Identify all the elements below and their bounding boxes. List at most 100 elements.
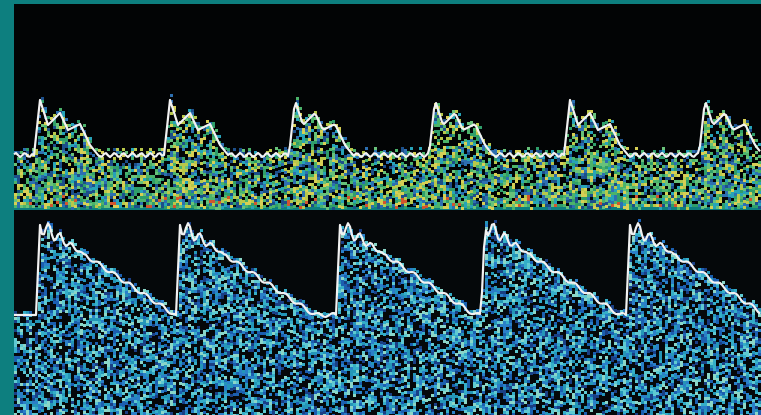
speckle-cell [59,204,62,207]
speckle-cell [137,374,140,377]
speckle-cell [158,348,161,351]
speckle-cell [323,139,326,142]
speckle-cell [131,364,134,367]
speckle-cell [248,172,251,175]
speckle-cell [74,378,77,381]
speckle-cell [41,187,44,190]
speckle-cell [44,314,47,317]
speckle-cell [314,349,317,352]
speckle-cell [206,251,209,254]
speckle-cell [308,308,311,311]
speckle-cell [47,311,50,314]
speckle-cell [110,409,113,412]
speckle-cell [224,340,227,343]
speckle-cell [122,383,125,386]
speckle-cell [248,316,251,319]
speckle-cell [188,300,191,303]
speckle-cell [278,366,281,369]
speckle-cell [23,190,26,193]
speckle-cell [299,350,302,353]
speckle-cell [107,406,110,409]
speckle-cell [272,166,275,169]
speckle-cell [41,286,44,289]
speckle-cell [113,328,116,331]
speckle-cell [62,183,65,186]
speckle-cell [68,367,71,370]
speckle-cell [47,257,50,260]
speckle-cell [98,291,101,294]
speckle-cell [158,384,161,387]
speckle-cell [221,380,224,383]
speckle-cell [206,281,209,284]
speckle-cell [95,202,98,205]
speckle-cell [26,344,29,347]
speckle-cell [23,157,26,160]
speckle-cell [53,186,56,189]
speckle-cell [188,240,191,243]
speckle-cell [155,178,158,181]
speckle-cell [242,310,245,313]
speckle-cell [155,305,158,308]
speckle-cell [251,307,254,310]
speckle-cell [296,97,299,100]
speckle-cell [314,409,317,412]
speckle-cell [281,190,284,193]
speckle-cell [173,331,176,334]
speckle-cell [44,362,47,365]
speckle-cell [248,205,251,208]
speckle-cell [188,306,191,309]
speckle-cell [23,323,26,326]
speckle-cell [209,140,212,143]
speckle-cell [47,248,50,251]
speckle-cell [221,398,224,401]
speckle-cell [242,188,245,191]
speckle-cell [161,336,164,339]
speckle-cell [89,203,92,206]
speckle-cell [104,316,107,319]
speckle-cell [110,394,113,397]
speckle-cell [44,257,47,260]
speckle-cell [233,393,236,396]
speckle-cell [236,357,239,360]
speckle-cell [29,190,32,193]
speckle-cell [83,249,86,252]
speckle-cell [173,394,176,397]
speckle-cell [29,169,32,172]
speckle-cell [50,352,53,355]
speckle-cell [164,401,167,404]
speckle-cell [77,177,80,180]
speckle-cell [269,393,272,396]
speckle-cell [227,354,230,357]
speckle-cell [191,130,194,133]
speckle-cell [275,324,278,327]
speckle-cell [212,285,215,288]
speckle-cell [134,394,137,397]
speckle-cell [206,299,209,302]
speckle-cell [152,202,155,205]
speckle-cell [125,285,128,288]
speckle-cell [179,301,182,304]
speckle-cell [137,196,140,199]
speckle-cell [188,246,191,249]
speckle-cell [233,172,236,175]
speckle-cell [212,372,215,375]
speckle-cell [23,350,26,353]
speckle-cell [317,339,320,342]
speckle-cell [248,370,251,373]
speckle-cell [308,386,311,389]
speckle-cell [308,126,311,129]
speckle-cell [92,309,95,312]
speckle-cell [272,368,275,371]
speckle-cell [137,377,140,380]
speckle-cell [86,383,89,386]
speckle-cell [296,187,299,190]
speckle-cell [101,302,104,305]
speckle-cell [209,170,212,173]
speckle-cell [314,391,317,394]
speckle-cell [101,404,104,407]
speckle-cell [248,289,251,292]
speckle-cell [32,398,35,401]
speckle-cell [53,171,56,174]
speckle-cell [95,360,98,363]
speckle-cell [137,175,140,178]
